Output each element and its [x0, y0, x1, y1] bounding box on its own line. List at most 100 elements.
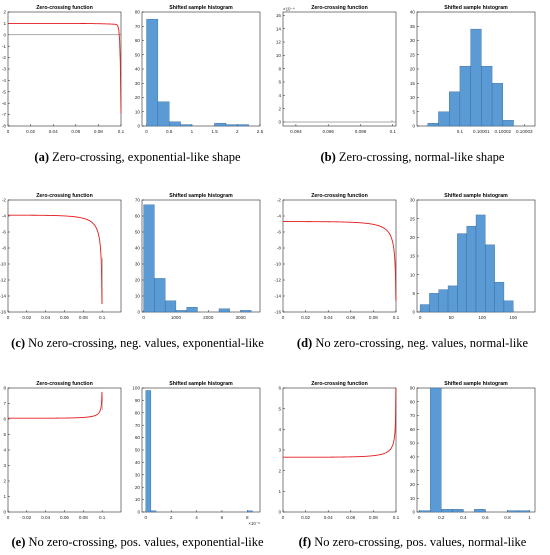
f-histogram-xtick-label: 0: [418, 515, 421, 520]
caption-e: (e) No zero-crossing, pos. values, expon…: [0, 535, 275, 550]
f-histogram-bar: [474, 509, 486, 513]
a-function-ytick-label: -3: [2, 67, 7, 72]
c-function-xtick-label: 0.1: [99, 315, 106, 320]
e-histogram-bar: [247, 510, 253, 513]
b-function-xtick-label: 0.094: [290, 129, 302, 134]
caption-f: (f) No zero-crossing, pos. values, norma…: [275, 535, 550, 550]
f-histogram-ytick-label: 40: [410, 454, 416, 459]
b-histogram-bar: [438, 111, 450, 127]
b-function-ytick-label: 16: [276, 13, 282, 18]
c-histogram-bar: [186, 307, 198, 313]
c-histogram-bar: [175, 310, 187, 313]
c-function-title: Zero-crossing function: [36, 193, 93, 199]
c-histogram-bar: [164, 300, 177, 313]
f-function-xtick-label: 0.06: [346, 515, 355, 520]
a-function-xtick-label: 0: [7, 129, 10, 134]
f-function-ytick-label: 5: [278, 406, 281, 411]
f-histogram-ytick-label: 50: [410, 441, 416, 446]
e-histogram-xtick-label: 4: [195, 515, 198, 520]
f-histogram-ytick-label: 80: [410, 399, 416, 404]
e-histogram-ytick-label: 60: [135, 435, 141, 440]
f-function-ytick-label: 3: [278, 448, 281, 453]
c-function-xtick-label: 0.08: [79, 315, 88, 320]
e-function-ytick-label: 5: [3, 432, 6, 437]
c-function-ytick-label: -8: [2, 246, 7, 251]
e-histogram-axes-box: [141, 387, 261, 513]
e-histogram-bar: [145, 390, 152, 513]
caption-c-letter: (c): [11, 336, 26, 350]
f-histogram-bar: [507, 510, 519, 513]
c-histogram-ytick-label: 40: [135, 246, 141, 251]
e-function-ytick-label: 1: [3, 494, 6, 499]
d-histogram-bar: [485, 244, 495, 313]
b-function-axes-box: [282, 11, 397, 127]
caption-d-text: No zero-crossing, neg. values, normal-li…: [315, 336, 529, 350]
b-function-ytick-label: 14: [276, 26, 282, 31]
f-histogram-ytick-label: 20: [410, 482, 416, 487]
a-function-ytick-label: -5: [2, 89, 7, 94]
panel-b: Zero-crossing function 0.094 0.096 0.098 0.1…: [276, 5, 536, 134]
c-function-ytick-label: -12: [0, 278, 6, 283]
c-histogram-bar: [154, 278, 166, 313]
e-histogram-ytick-label: 70: [135, 423, 141, 428]
c-function-xtick-label: 0.04: [41, 315, 50, 320]
f-histogram-bar: [419, 510, 431, 513]
a-histogram-ytick-label: 60: [135, 38, 141, 43]
d-function-xtick-label: 0: [282, 315, 285, 320]
d-histogram-bar: [419, 304, 430, 313]
a-function-title: Zero-crossing function: [36, 5, 93, 11]
f-histogram-bar: [441, 509, 453, 513]
a-function-xtick-label: 0.02: [26, 129, 35, 134]
e-function-xtick-label: 0.06: [60, 515, 69, 520]
e-function-curve: [7, 391, 103, 419]
c-histogram-xtick-label: 2000: [203, 315, 214, 320]
e-function-xtick-label: 0.1: [99, 515, 106, 520]
a-histogram-ytick-label: 30: [135, 81, 141, 86]
e-histogram-bar: [150, 510, 157, 513]
d-histogram-bar: [494, 281, 505, 313]
panel-c: Zero-crossing function 0 0.02 0.04 0.06 0.08 0…: [0, 193, 261, 320]
f-histogram-bar: [430, 387, 442, 513]
e-function-xtick-label: 0.04: [41, 515, 50, 520]
e-histogram-ytick-label: 90: [135, 398, 141, 403]
d-histogram-bar: [503, 300, 514, 313]
a-histogram-bar: [214, 122, 227, 127]
d-function-axes-box: [282, 199, 397, 313]
e-function-ytick-label: 3: [3, 463, 6, 468]
d-histogram-bar: [447, 285, 458, 313]
c-histogram-bar: [240, 310, 252, 313]
d-function-xtick-label: 0.08: [369, 315, 378, 320]
d-histogram-ytick-label: 5: [412, 291, 415, 296]
b-function-xtick-label: 0.1: [390, 129, 397, 134]
a-histogram-ytick-label: 0: [137, 124, 140, 129]
c-histogram-xtick-label: 1000: [171, 315, 182, 320]
c-histogram-xtick-label: 0: [142, 315, 145, 320]
f-histogram-bar: [518, 510, 530, 513]
a-function-xtick-label: 0.08: [94, 129, 103, 134]
a-function-ytick-label: -1: [2, 44, 7, 49]
f-histogram-xtick-label: 1: [528, 515, 531, 520]
d-histogram-ytick-label: 0: [412, 310, 415, 315]
b-histogram-ytick-label: 35: [410, 24, 416, 29]
d-function-ytick-label: -12: [274, 278, 281, 283]
caption-b-text: Zero-crossing, normal-like shape: [338, 150, 505, 164]
d-function-ytick-label: -4: [277, 214, 282, 219]
b-function-ytick-label: 8: [278, 66, 281, 71]
a-histogram-ytick-label: 20: [135, 95, 141, 100]
a-histogram-ytick-label: 70: [135, 24, 141, 29]
a-histogram-ytick-label: 10: [135, 109, 141, 114]
d-histogram-xtick-label: 100: [478, 315, 486, 320]
e-histogram-ytick-label: 30: [135, 472, 141, 477]
b-histogram-title: Shifted sample histogram: [444, 5, 508, 11]
c-function-ytick-label: -4: [2, 214, 7, 219]
b-histogram-bar: [502, 120, 514, 127]
d-function-curve: [283, 221, 397, 301]
f-histogram-ytick-label: 90: [410, 386, 416, 391]
c-histogram-title: Shifted sample histogram: [169, 193, 233, 199]
a-function-ytick-label: -8: [2, 124, 7, 129]
caption-a-letter: (a): [34, 150, 49, 164]
caption-f-letter: (f): [298, 535, 312, 549]
b-histogram-xtick-label: 0.10001: [473, 129, 490, 134]
e-function-ytick-label: 0: [3, 510, 6, 515]
a-function-ytick-label: 0: [3, 32, 6, 37]
